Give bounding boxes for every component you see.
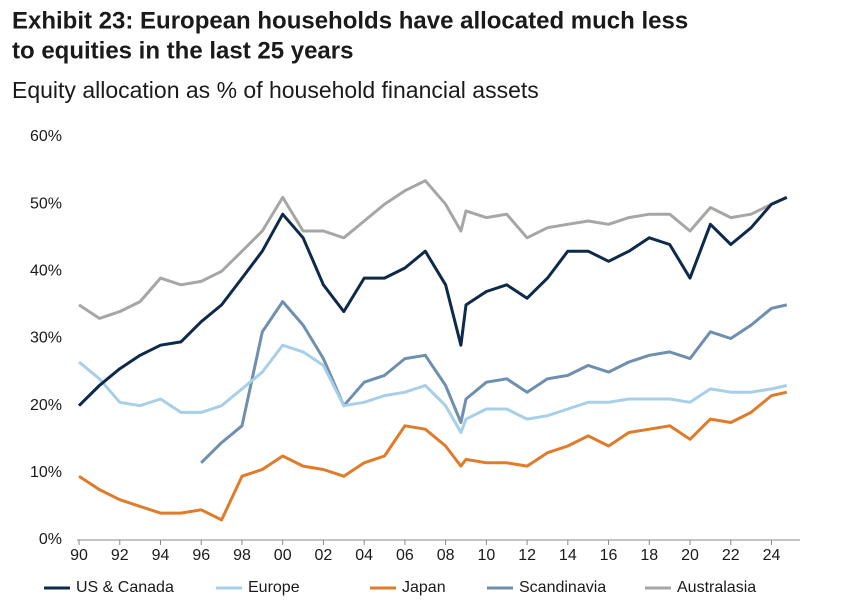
legend-label: US & Canada — [76, 579, 174, 596]
x-tick-label: 02 — [315, 547, 333, 564]
x-tick-label: 12 — [518, 547, 536, 564]
y-tick-label: 60% — [30, 128, 62, 145]
x-tick-label: 24 — [763, 547, 781, 564]
legend-label: Scandinavia — [519, 579, 606, 596]
x-tick-label: 04 — [355, 547, 373, 564]
y-tick-label: 40% — [30, 263, 62, 280]
x-tick-label: 20 — [681, 547, 699, 564]
chart-subtitle: Equity allocation as % of household fina… — [12, 77, 539, 103]
line-series — [200, 300, 788, 464]
x-tick-label: 06 — [396, 547, 414, 564]
chart-title: to equities in the last 25 years — [12, 37, 353, 64]
x-tick-label: 16 — [600, 547, 618, 564]
legend-label: Australasia — [677, 579, 756, 596]
x-tick-label: 10 — [477, 547, 495, 564]
x-tick-label: 90 — [70, 547, 88, 564]
x-tick-label: 22 — [722, 547, 740, 564]
y-tick-label: 10% — [30, 464, 62, 481]
legend-label: Europe — [248, 579, 300, 596]
x-tick-label: 92 — [111, 547, 129, 564]
x-tick-label: 18 — [640, 547, 658, 564]
x-tick-label: 98 — [233, 547, 251, 564]
line-series — [78, 343, 788, 434]
y-tick-label: 20% — [30, 397, 62, 414]
y-tick-label: 50% — [30, 195, 62, 212]
x-tick-label: 00 — [274, 547, 292, 564]
chart-title: Exhibit 23: European households have all… — [12, 7, 688, 34]
line-series — [78, 179, 788, 320]
x-tick-label: 08 — [437, 547, 455, 564]
x-tick-label: 94 — [152, 547, 170, 564]
y-tick-label: 0% — [39, 531, 62, 548]
line-series — [78, 390, 788, 522]
x-tick-label: 14 — [559, 547, 577, 564]
x-tick-label: 96 — [192, 547, 210, 564]
line-series — [77, 196, 788, 407]
legend-label: Japan — [402, 579, 446, 596]
y-tick-label: 30% — [30, 330, 62, 347]
